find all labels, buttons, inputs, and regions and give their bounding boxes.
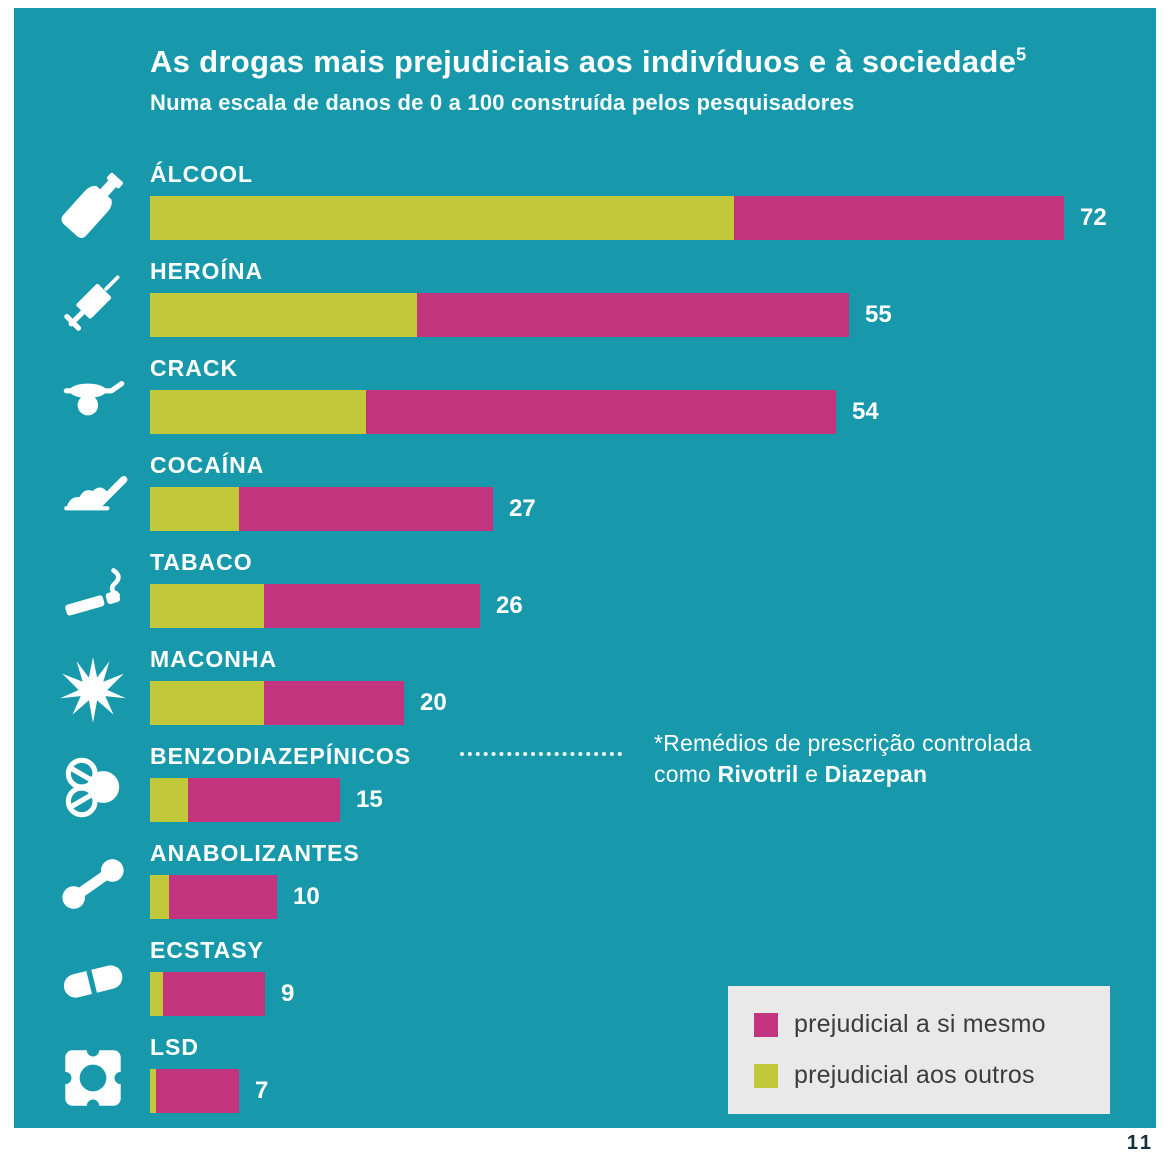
annotation-prefix: como	[654, 761, 712, 787]
harm-bar: 9	[150, 972, 1156, 1016]
bar-segment-self	[163, 972, 265, 1016]
pills-icon	[54, 748, 132, 826]
bar-value: 54	[852, 398, 879, 425]
drug-label: COCAÍNA	[150, 452, 265, 478]
harm-bar: 15	[150, 778, 1156, 822]
bar-value: 55	[865, 301, 892, 328]
footnote-marker: 5	[1016, 44, 1027, 65]
cannabis-leaf-icon	[54, 651, 132, 729]
annotation: *Remédios de prescrição controlada como …	[654, 728, 1124, 790]
chart-row: BENZODIAZEPÍNICOS 15	[14, 742, 1156, 839]
harm-bar: 10	[150, 875, 1156, 919]
bar-segment-others	[150, 196, 734, 240]
dumbbell-icon	[54, 845, 132, 923]
legend-swatch-others	[754, 1063, 778, 1088]
bar-segment-others	[150, 681, 264, 725]
chart-row: ECSTASY 9	[14, 936, 1156, 1033]
bar-value: 26	[496, 592, 523, 619]
bar-segment-others	[150, 390, 366, 434]
drug-label: LSD	[150, 1034, 199, 1060]
bottle-icon	[54, 166, 132, 244]
bar-segment-others	[150, 487, 239, 531]
harm-bar: 54	[150, 390, 1156, 434]
infographic-panel: As drogas mais prejudiciais aos indivídu…	[14, 8, 1156, 1128]
annotation-line1: *Remédios de prescrição controlada	[654, 730, 1032, 756]
annotation-drug1: Rivotril	[717, 761, 799, 787]
bar-value: 10	[293, 883, 320, 910]
bar-segment-self	[188, 778, 340, 822]
legend-swatch-self	[754, 1012, 778, 1037]
drug-label: MACONHA	[150, 646, 278, 672]
chart-row: ÁLCOOL 72	[14, 160, 1156, 257]
harm-bar: 20	[150, 681, 1156, 725]
chart-row: TABACO 26	[14, 548, 1156, 645]
page-number: 11	[1126, 1132, 1154, 1154]
harm-bar: 26	[150, 584, 1156, 628]
bar-value: 7	[255, 1077, 269, 1104]
bar-segment-others	[150, 1069, 156, 1113]
bar-segment-self	[156, 1069, 239, 1113]
chart-row: HEROÍNA 55	[14, 257, 1156, 354]
legend-item-others: prejudicial aos outros	[754, 1061, 1084, 1090]
drug-label: ECSTASY	[150, 937, 264, 963]
drug-label: BENZODIAZEPÍNICOS	[150, 743, 412, 769]
bar-segment-self	[264, 584, 480, 628]
bar-segment-others	[150, 584, 264, 628]
drug-label: HEROÍNA	[150, 258, 264, 284]
bar-value: 20	[420, 689, 447, 716]
capsule-icon	[54, 942, 132, 1020]
legend-item-self: prejudicial a si mesmo	[754, 1010, 1084, 1039]
bar-segment-others	[150, 875, 169, 919]
bar-segment-others	[150, 972, 163, 1016]
chart-row: CRACK 54	[14, 354, 1156, 451]
harm-bar: 72	[150, 196, 1156, 240]
drug-label: CRACK	[150, 355, 239, 381]
bar-segment-self	[239, 487, 493, 531]
pipe-icon	[54, 360, 132, 438]
chart-row: COCAÍNA 27	[14, 451, 1156, 548]
drug-label: ÁLCOOL	[150, 161, 254, 187]
chart-title-text: As drogas mais prejudiciais aos indivídu…	[150, 44, 1017, 79]
cigarette-icon	[54, 554, 132, 632]
bar-segment-self	[366, 390, 836, 434]
chart-title: As drogas mais prejudiciais aos indivídu…	[150, 44, 1026, 80]
legend-label-others: prejudicial aos outros	[794, 1061, 1035, 1089]
bar-segment-others	[150, 778, 188, 822]
powder-line-icon	[54, 457, 132, 535]
annotation-drug2: Diazepan	[824, 761, 928, 787]
drug-label: TABACO	[150, 549, 253, 575]
bar-value: 72	[1080, 204, 1107, 231]
bar-segment-self	[169, 875, 277, 919]
harm-bar: 55	[150, 293, 1156, 337]
bar-segment-self	[417, 293, 849, 337]
syringe-icon	[54, 263, 132, 341]
annotation-conjunction: e	[805, 761, 819, 787]
bar-segment-others	[150, 293, 417, 337]
leader-dots	[460, 752, 622, 756]
harm-bar: 7	[150, 1069, 1156, 1113]
bar-segment-self	[264, 681, 404, 725]
legend: prejudicial a si mesmo prejudicial aos o…	[728, 986, 1110, 1114]
bar-value: 15	[356, 786, 383, 813]
bar-value: 27	[509, 495, 536, 522]
annotation-line2: como Rivotril e Diazepan	[654, 759, 1124, 790]
legend-label-self: prejudicial a si mesmo	[794, 1010, 1046, 1038]
harm-bar: 27	[150, 487, 1156, 531]
chart-row: LSD 7	[14, 1033, 1156, 1130]
bar-segment-self	[734, 196, 1064, 240]
chart-subtitle: Numa escala de danos de 0 a 100 construí…	[150, 90, 855, 115]
chart-row: ANABOLIZANTES 10	[14, 839, 1156, 936]
drug-label: ANABOLIZANTES	[150, 840, 360, 866]
chart-row: MACONHA 20	[14, 645, 1156, 742]
blotter-stamp-icon	[54, 1039, 132, 1117]
bar-value: 9	[281, 980, 295, 1007]
